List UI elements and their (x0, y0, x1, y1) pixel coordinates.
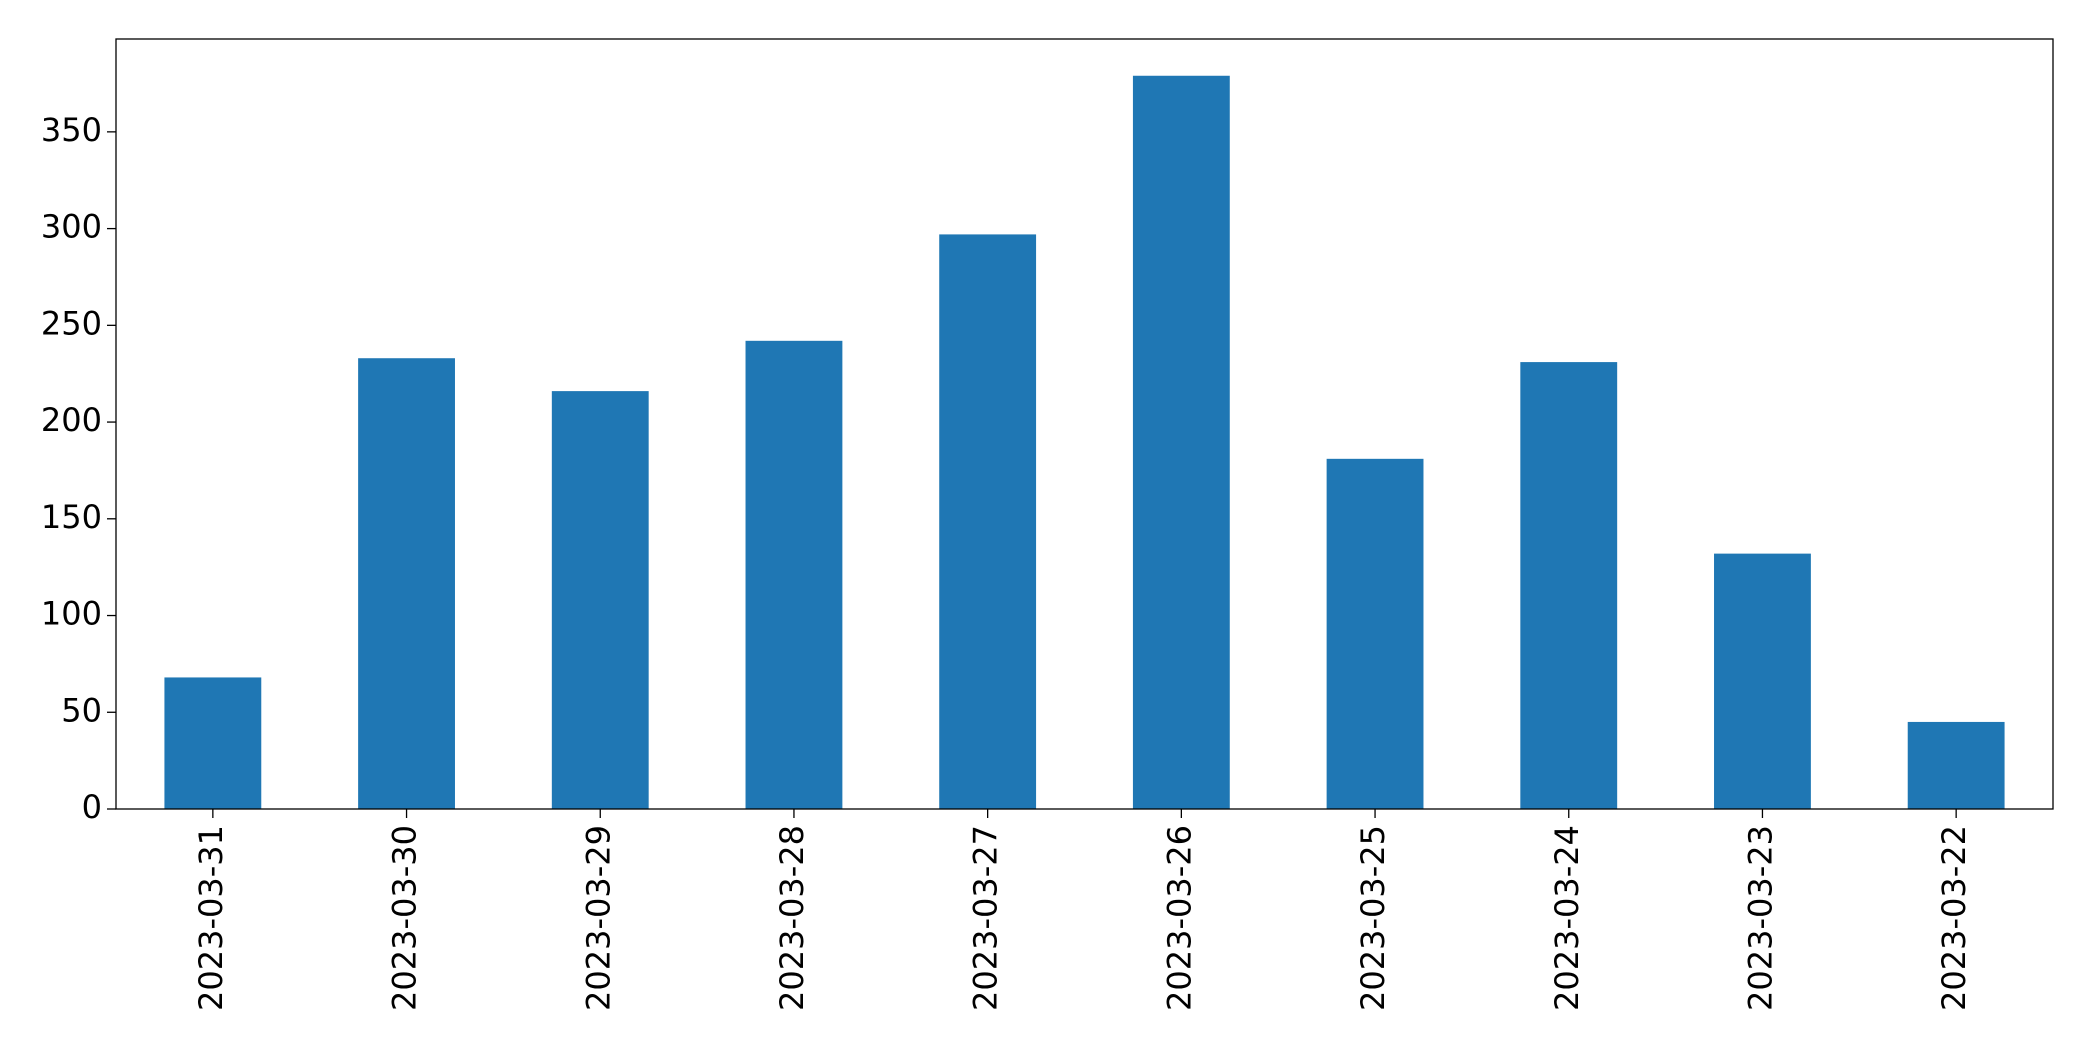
bar (551, 391, 649, 809)
bar (1132, 75, 1230, 810)
y-tick-label: 300 (41, 208, 102, 246)
bar (1907, 721, 2005, 809)
plot-frame (115, 38, 2054, 810)
bar (939, 234, 1037, 810)
x-tick-label: 2023-03-23 (1741, 825, 1779, 1011)
y-tick-label: 150 (41, 498, 102, 536)
x-tick-label: 2023-03-31 (192, 825, 230, 1011)
bar (745, 340, 843, 809)
y-tick-label: 100 (41, 595, 102, 633)
x-tick-label: 2023-03-27 (967, 825, 1005, 1011)
x-tick-label: 2023-03-22 (1935, 825, 1973, 1011)
x-tick-label: 2023-03-30 (386, 825, 424, 1011)
x-tick-label: 2023-03-24 (1548, 825, 1586, 1011)
bar (1520, 362, 1618, 809)
bar (1714, 553, 1811, 809)
bar (1326, 458, 1424, 809)
x-tick-label: 2023-03-29 (579, 825, 617, 1011)
y-tick-label: 200 (41, 401, 102, 439)
x-tick-label: 2023-03-25 (1354, 825, 1392, 1011)
x-tick-label: 2023-03-28 (773, 825, 811, 1011)
bar (358, 358, 455, 809)
y-tick-label: 250 (41, 304, 102, 342)
y-tick-label: 50 (61, 691, 102, 729)
x-tick-label: 2023-03-26 (1160, 825, 1198, 1011)
bar (164, 677, 262, 809)
y-tick-label: 350 (41, 111, 102, 149)
y-tick-label: 0 (82, 788, 102, 826)
